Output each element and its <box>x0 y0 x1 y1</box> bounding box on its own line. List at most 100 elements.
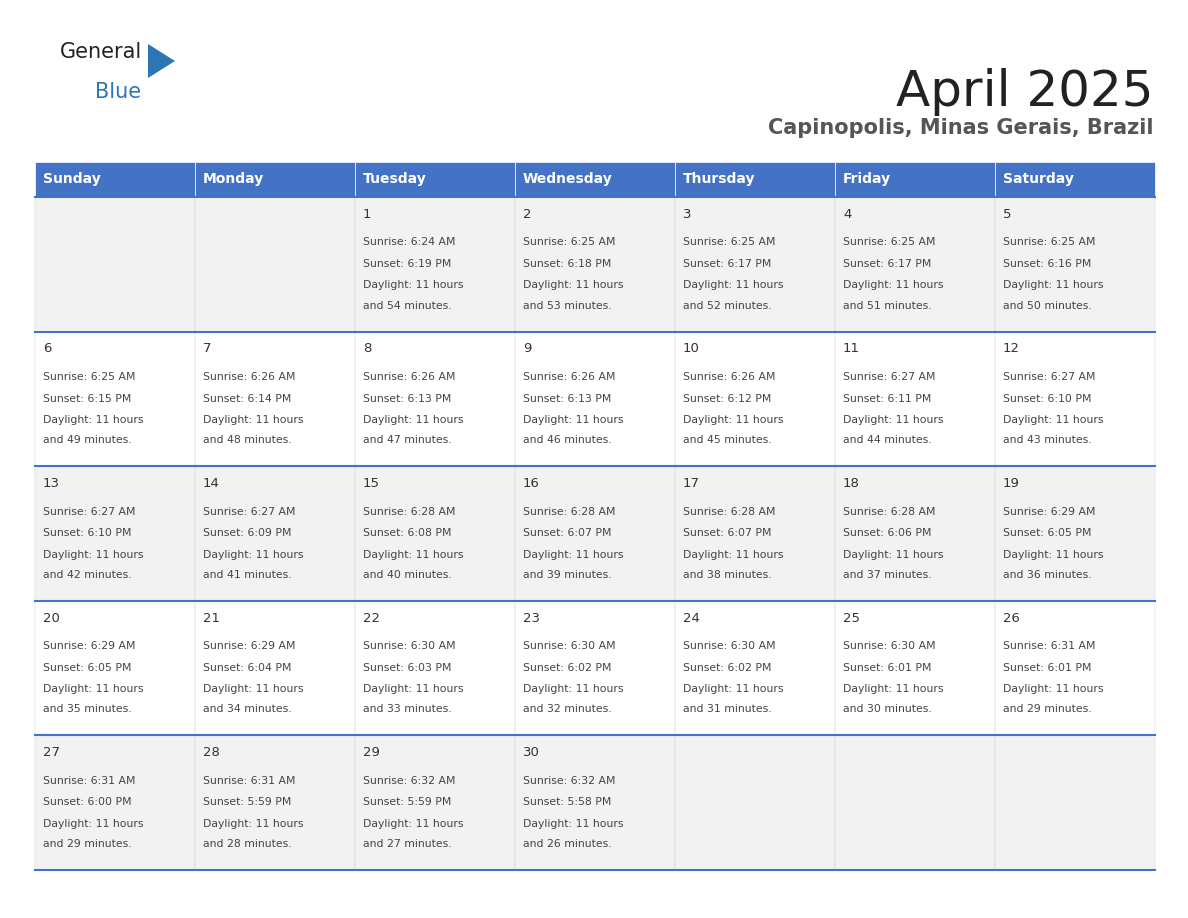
Text: Daylight: 11 hours: Daylight: 11 hours <box>1003 684 1104 694</box>
Text: and 26 minutes.: and 26 minutes. <box>523 839 612 849</box>
Text: Sunset: 6:04 PM: Sunset: 6:04 PM <box>203 663 291 673</box>
Bar <box>516 600 675 735</box>
Text: 15: 15 <box>364 477 380 490</box>
Text: Sunrise: 6:25 AM: Sunrise: 6:25 AM <box>683 238 776 247</box>
Text: 23: 23 <box>523 611 541 624</box>
Text: Daylight: 11 hours: Daylight: 11 hours <box>364 819 463 829</box>
Bar <box>835 331 996 466</box>
Text: Daylight: 11 hours: Daylight: 11 hours <box>364 415 463 425</box>
Text: Daylight: 11 hours: Daylight: 11 hours <box>523 415 624 425</box>
Text: Daylight: 11 hours: Daylight: 11 hours <box>43 550 144 560</box>
Text: and 27 minutes.: and 27 minutes. <box>364 839 451 849</box>
Text: Daylight: 11 hours: Daylight: 11 hours <box>843 415 943 425</box>
Text: and 29 minutes.: and 29 minutes. <box>43 839 132 849</box>
Text: Sunset: 6:14 PM: Sunset: 6:14 PM <box>203 394 291 404</box>
Bar <box>355 197 516 331</box>
Text: Sunset: 6:11 PM: Sunset: 6:11 PM <box>843 394 931 404</box>
Text: Daylight: 11 hours: Daylight: 11 hours <box>683 550 784 560</box>
Text: Sunset: 5:59 PM: Sunset: 5:59 PM <box>203 798 291 807</box>
Bar <box>996 600 1155 735</box>
Text: Daylight: 11 hours: Daylight: 11 hours <box>1003 550 1104 560</box>
Text: Sunrise: 6:27 AM: Sunrise: 6:27 AM <box>1003 372 1095 382</box>
Text: Sunset: 6:06 PM: Sunset: 6:06 PM <box>843 528 931 538</box>
Text: Sunrise: 6:26 AM: Sunrise: 6:26 AM <box>203 372 296 382</box>
Text: Daylight: 11 hours: Daylight: 11 hours <box>203 415 303 425</box>
Text: Tuesday: Tuesday <box>364 173 426 186</box>
Text: and 29 minutes.: and 29 minutes. <box>1003 704 1092 714</box>
Text: and 40 minutes.: and 40 minutes. <box>364 570 451 580</box>
Text: and 36 minutes.: and 36 minutes. <box>1003 570 1092 580</box>
Text: Daylight: 11 hours: Daylight: 11 hours <box>523 281 624 290</box>
Bar <box>675 331 835 466</box>
Bar <box>675 600 835 735</box>
Text: Sunrise: 6:31 AM: Sunrise: 6:31 AM <box>43 776 135 786</box>
Text: Sunset: 6:05 PM: Sunset: 6:05 PM <box>43 663 132 673</box>
Text: and 49 minutes.: and 49 minutes. <box>43 435 132 445</box>
Text: 25: 25 <box>843 611 860 624</box>
Text: and 53 minutes.: and 53 minutes. <box>523 300 612 310</box>
Bar <box>675 197 835 331</box>
Text: Sunrise: 6:30 AM: Sunrise: 6:30 AM <box>683 641 776 651</box>
Text: Daylight: 11 hours: Daylight: 11 hours <box>364 684 463 694</box>
Text: and 47 minutes.: and 47 minutes. <box>364 435 451 445</box>
Bar <box>34 162 195 197</box>
Bar <box>195 466 355 600</box>
Text: Daylight: 11 hours: Daylight: 11 hours <box>203 819 303 829</box>
Text: 12: 12 <box>1003 342 1020 355</box>
Bar <box>355 331 516 466</box>
Text: and 31 minutes.: and 31 minutes. <box>683 704 772 714</box>
Text: and 33 minutes.: and 33 minutes. <box>364 704 451 714</box>
Bar <box>835 735 996 870</box>
Text: 21: 21 <box>203 611 220 624</box>
Text: and 50 minutes.: and 50 minutes. <box>1003 300 1092 310</box>
Text: Sunset: 6:10 PM: Sunset: 6:10 PM <box>43 528 132 538</box>
Text: 3: 3 <box>683 207 691 220</box>
Text: 28: 28 <box>203 746 220 759</box>
Text: Sunrise: 6:31 AM: Sunrise: 6:31 AM <box>203 776 296 786</box>
Text: and 52 minutes.: and 52 minutes. <box>683 300 772 310</box>
Text: and 39 minutes.: and 39 minutes. <box>523 570 612 580</box>
Polygon shape <box>148 44 175 78</box>
Bar <box>516 197 675 331</box>
Text: Sunrise: 6:27 AM: Sunrise: 6:27 AM <box>203 507 296 517</box>
Text: Sunset: 6:17 PM: Sunset: 6:17 PM <box>843 259 931 269</box>
Text: Capinopolis, Minas Gerais, Brazil: Capinopolis, Minas Gerais, Brazil <box>767 118 1154 138</box>
Text: Daylight: 11 hours: Daylight: 11 hours <box>523 684 624 694</box>
Bar <box>996 466 1155 600</box>
Bar <box>675 466 835 600</box>
Text: Sunrise: 6:29 AM: Sunrise: 6:29 AM <box>1003 507 1095 517</box>
Bar <box>996 331 1155 466</box>
Text: 10: 10 <box>683 342 700 355</box>
Bar <box>835 600 996 735</box>
Bar <box>835 162 996 197</box>
Text: 30: 30 <box>523 746 539 759</box>
Text: Sunset: 6:08 PM: Sunset: 6:08 PM <box>364 528 451 538</box>
Text: 26: 26 <box>1003 611 1019 624</box>
Text: Sunset: 6:16 PM: Sunset: 6:16 PM <box>1003 259 1092 269</box>
Text: and 54 minutes.: and 54 minutes. <box>364 300 451 310</box>
Text: 8: 8 <box>364 342 372 355</box>
Text: Sunset: 6:19 PM: Sunset: 6:19 PM <box>364 259 451 269</box>
Text: Daylight: 11 hours: Daylight: 11 hours <box>43 415 144 425</box>
Bar <box>835 466 996 600</box>
Text: Blue: Blue <box>95 82 141 102</box>
Text: Sunset: 6:17 PM: Sunset: 6:17 PM <box>683 259 771 269</box>
Text: Sunrise: 6:26 AM: Sunrise: 6:26 AM <box>364 372 455 382</box>
Text: and 32 minutes.: and 32 minutes. <box>523 704 612 714</box>
Text: Sunset: 6:07 PM: Sunset: 6:07 PM <box>683 528 771 538</box>
Text: April 2025: April 2025 <box>896 68 1154 116</box>
Text: and 34 minutes.: and 34 minutes. <box>203 704 291 714</box>
Text: Sunset: 6:01 PM: Sunset: 6:01 PM <box>843 663 931 673</box>
Text: Daylight: 11 hours: Daylight: 11 hours <box>1003 415 1104 425</box>
Text: Sunset: 6:03 PM: Sunset: 6:03 PM <box>364 663 451 673</box>
Bar <box>675 162 835 197</box>
Text: 1: 1 <box>364 207 372 220</box>
Bar <box>355 466 516 600</box>
Text: and 44 minutes.: and 44 minutes. <box>843 435 931 445</box>
Text: 6: 6 <box>43 342 51 355</box>
Text: and 42 minutes.: and 42 minutes. <box>43 570 132 580</box>
Text: Daylight: 11 hours: Daylight: 11 hours <box>203 550 303 560</box>
Text: 27: 27 <box>43 746 61 759</box>
Bar <box>34 331 195 466</box>
Text: and 45 minutes.: and 45 minutes. <box>683 435 772 445</box>
